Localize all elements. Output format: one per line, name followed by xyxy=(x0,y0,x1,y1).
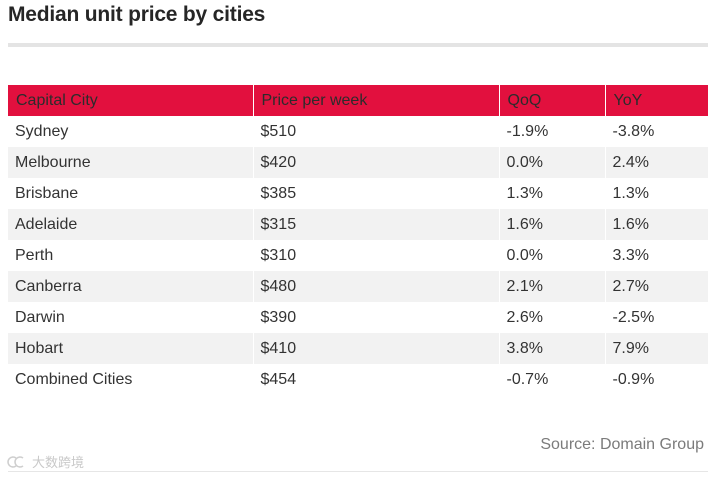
watermark-text: 大数跨境 xyxy=(32,455,85,470)
price-table: Capital City Price per week QoQ YoY Sydn… xyxy=(8,85,708,395)
cell-price: $454 xyxy=(252,364,499,395)
cell-qoq: 2.1% xyxy=(498,271,605,302)
bottom-divider xyxy=(8,471,708,472)
cell-city: Hobart xyxy=(8,333,253,364)
cell-city: Adelaide xyxy=(8,209,253,240)
cell-qoq: 1.6% xyxy=(498,209,605,240)
header-qoq: QoQ xyxy=(498,85,605,116)
source-credit: Source: Domain Group xyxy=(540,436,704,453)
title-divider xyxy=(8,43,708,47)
cell-yoy: -0.9% xyxy=(604,364,708,395)
cell-price: $390 xyxy=(252,302,499,333)
cell-yoy: -2.5% xyxy=(604,302,708,333)
cell-yoy: -3.8% xyxy=(604,116,708,147)
header-capital-city: Capital City xyxy=(8,85,253,116)
cell-city: Canberra xyxy=(8,271,253,302)
table-row: Perth $310 0.0% 3.3% xyxy=(8,240,708,271)
cell-city: Darwin xyxy=(8,302,253,333)
table-row: Combined Cities $454 -0.7% -0.9% xyxy=(8,364,708,395)
table-header-row: Capital City Price per week QoQ YoY xyxy=(8,85,708,116)
cell-price: $410 xyxy=(252,333,499,364)
cell-city: Perth xyxy=(8,240,253,271)
cell-qoq: 0.0% xyxy=(498,240,605,271)
cell-yoy: 2.4% xyxy=(604,147,708,178)
table-row: Melbourne $420 0.0% 2.4% xyxy=(8,147,708,178)
cell-qoq: 0.0% xyxy=(498,147,605,178)
cell-city: Combined Cities xyxy=(8,364,253,395)
cell-city: Melbourne xyxy=(8,147,253,178)
table-row: Adelaide $315 1.6% 1.6% xyxy=(8,209,708,240)
table-row: Brisbane $385 1.3% 1.3% xyxy=(8,178,708,209)
cell-qoq: -0.7% xyxy=(498,364,605,395)
watermark: 大数跨境 xyxy=(7,452,84,471)
page-title: Median unit price by cities xyxy=(8,3,266,26)
cell-qoq: 2.6% xyxy=(498,302,605,333)
cell-qoq: 1.3% xyxy=(498,178,605,209)
table-row: Hobart $410 3.8% 7.9% xyxy=(8,333,708,364)
header-yoy: YoY xyxy=(604,85,708,116)
cell-yoy: 2.7% xyxy=(604,271,708,302)
table-row: Canberra $480 2.1% 2.7% xyxy=(8,271,708,302)
header-price-per-week: Price per week xyxy=(252,85,499,116)
cell-yoy: 1.3% xyxy=(604,178,708,209)
table-row: Darwin $390 2.6% -2.5% xyxy=(8,302,708,333)
cell-city: Sydney xyxy=(8,116,253,147)
cell-qoq: -1.9% xyxy=(498,116,605,147)
cell-price: $310 xyxy=(252,240,499,271)
cell-price: $480 xyxy=(252,271,499,302)
cell-city: Brisbane xyxy=(8,178,253,209)
watermark-logo-icon xyxy=(7,455,29,469)
cell-yoy: 3.3% xyxy=(604,240,708,271)
cell-yoy: 1.6% xyxy=(604,209,708,240)
cell-qoq: 3.8% xyxy=(498,333,605,364)
cell-price: $315 xyxy=(252,209,499,240)
table-row: Sydney $510 -1.9% -3.8% xyxy=(8,116,708,147)
cell-yoy: 7.9% xyxy=(604,333,708,364)
cell-price: $510 xyxy=(252,116,499,147)
cell-price: $420 xyxy=(252,147,499,178)
cell-price: $385 xyxy=(252,178,499,209)
